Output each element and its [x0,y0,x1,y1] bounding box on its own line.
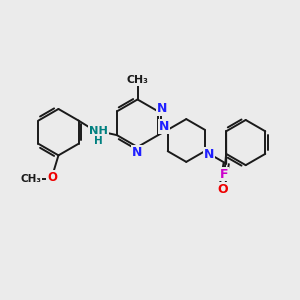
Text: CH₃: CH₃ [20,173,41,184]
Text: N: N [132,146,142,159]
Text: O: O [217,183,228,196]
Text: NH: NH [89,126,108,136]
Text: N: N [157,103,167,116]
Text: O: O [47,170,57,184]
Text: F: F [220,168,229,181]
Text: N: N [158,120,169,133]
Text: H: H [94,136,103,146]
Text: CH₃: CH₃ [127,76,148,85]
Text: N: N [204,148,214,161]
